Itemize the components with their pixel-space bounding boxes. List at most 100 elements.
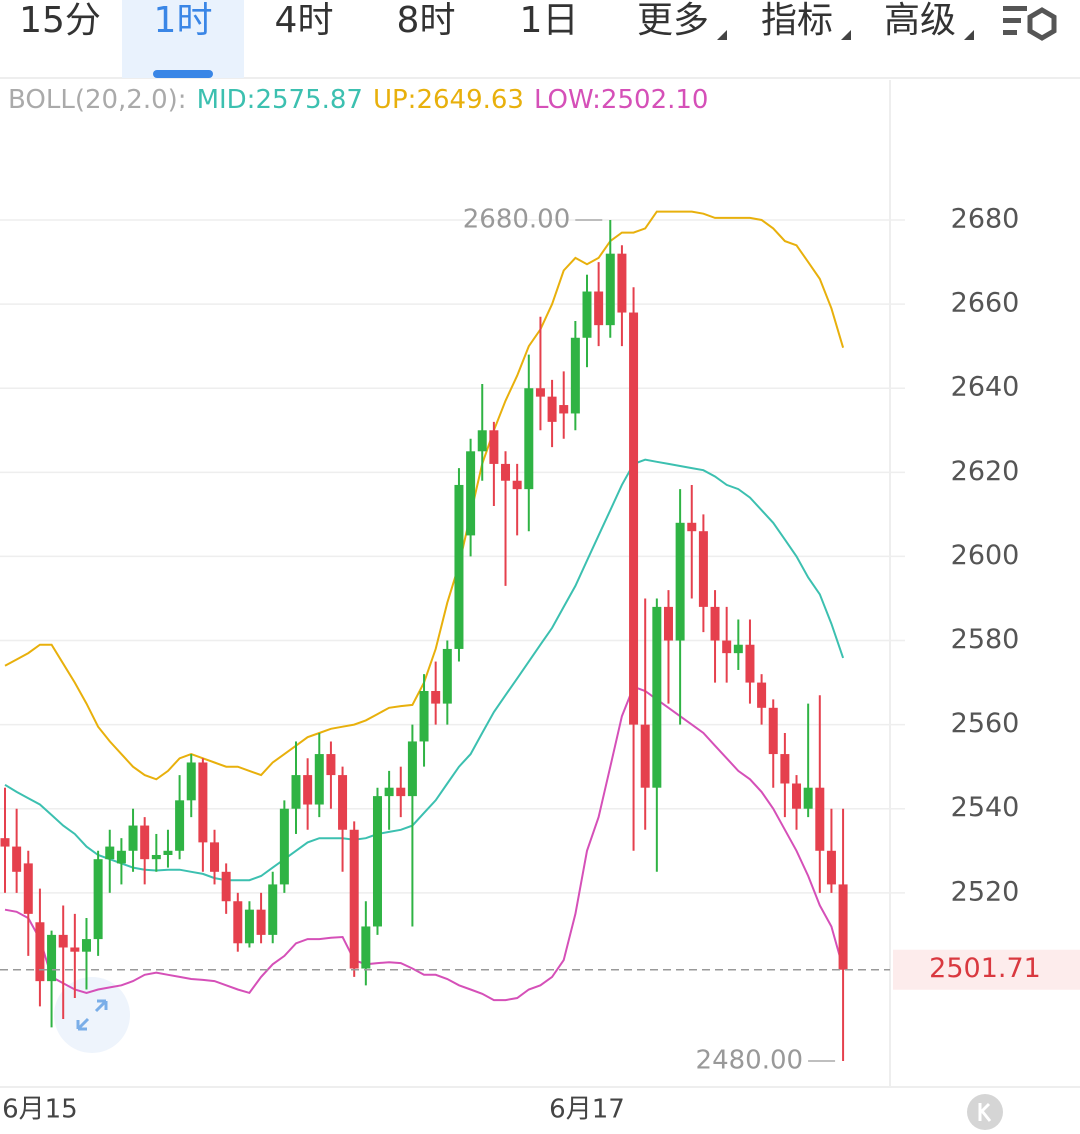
icon-bar [1003,18,1021,23]
tab-label[interactable]: 8时 [397,0,456,41]
tab-indicator [153,70,213,78]
candle-body [629,312,639,725]
candle-body [338,775,348,830]
candle-body [372,796,382,927]
candle-body [128,825,138,851]
candle-body [617,253,627,313]
candle-body [745,644,755,683]
legend: BOLL(20,2.0): MID:2575.87 UP:2649.63 LOW:25… [8,85,708,115]
candle-body [652,606,662,788]
band-line [4,685,845,1002]
y-tick-label: 2520 [951,876,1020,907]
candle-body [803,787,813,809]
dropdown-caret [964,30,974,40]
candle-body [757,682,767,708]
candle-body [12,846,22,872]
candle-body [396,787,406,797]
candle-body [244,909,254,944]
candle-body [512,480,522,490]
candle-body [186,762,196,801]
tab-label[interactable]: 高级 [884,0,956,41]
candle-body [233,901,243,944]
candle-body [349,829,359,969]
tab-label[interactable]: 15分 [19,0,101,41]
settings-icon[interactable] [1003,6,1057,41]
candle-body [361,926,371,969]
candle-body [466,451,476,536]
expand-icon[interactable] [54,977,130,1053]
icon-circle [54,977,130,1053]
candle-body [675,522,685,641]
candle-body [407,741,417,797]
candle-body [47,934,57,982]
tab-label[interactable]: 1时 [154,0,213,41]
y-tick-label: 2540 [951,792,1020,823]
candle-body [431,690,441,704]
candle-body [268,884,278,935]
candle-body [326,754,336,776]
candle-body [838,884,848,970]
candle-body [710,606,720,641]
tab-label[interactable]: 指标 [761,0,833,41]
candle-body [792,783,802,809]
k-icon[interactable] [967,1094,1003,1130]
candle-body [768,707,778,755]
candle-body [303,775,313,805]
candle-body [698,531,708,607]
candle-body [547,396,557,422]
candle-body [384,787,394,797]
candle-body [116,850,126,864]
y-tick-label: 2620 [951,456,1020,487]
candle-body [780,754,790,784]
candle-body [0,838,10,847]
candle-body [815,787,825,851]
y-tick-label: 2660 [951,288,1020,319]
y-tick-label: 2580 [951,624,1020,655]
legend-indicator: BOLL(20,2.0): [8,85,187,115]
candle-body [501,463,511,481]
candle-body [442,648,452,704]
y-tick-label: 2680 [951,204,1020,235]
candle-body [733,644,743,654]
candle-body [722,640,732,654]
candle-body [291,775,301,809]
tab-label[interactable]: 4时 [275,0,334,41]
candle-body [256,909,266,935]
tab-highlight [122,0,244,78]
dropdown-caret [841,30,851,40]
icon-hex [1027,7,1057,41]
candle-body [279,808,289,885]
legend-item: LOW:2502.10 [534,85,708,115]
candle-body [687,522,697,532]
candle-body [221,871,231,902]
candle-body [105,846,115,860]
tab-label[interactable]: 更多 [637,0,709,41]
candle-body [594,291,604,326]
candle-body [663,606,673,641]
candle-body [605,253,615,326]
candle-body [582,291,592,338]
candle-body [198,762,208,843]
icon-bar [1003,6,1027,11]
candle-body [93,859,103,940]
x-tick-label: 6月17 [549,1095,625,1125]
candle-body [58,934,68,948]
candle-body [210,842,220,872]
candle-body [70,947,80,952]
icon-arrows [76,999,108,1031]
tab-label[interactable]: 1日 [520,0,579,41]
candle-body [454,484,464,649]
candle-body [535,388,545,397]
legend-item: MID:2575.87 [197,85,363,115]
candle-body [489,430,499,464]
last-price-box [893,949,1080,990]
y-tick-label: 2640 [951,372,1020,403]
candle-body [81,939,91,952]
dropdown-caret [717,30,727,40]
icon-k [978,1102,992,1122]
candle-body [826,850,836,885]
last-price-label: 2501.71 [929,953,1041,984]
candle-body [570,337,580,414]
